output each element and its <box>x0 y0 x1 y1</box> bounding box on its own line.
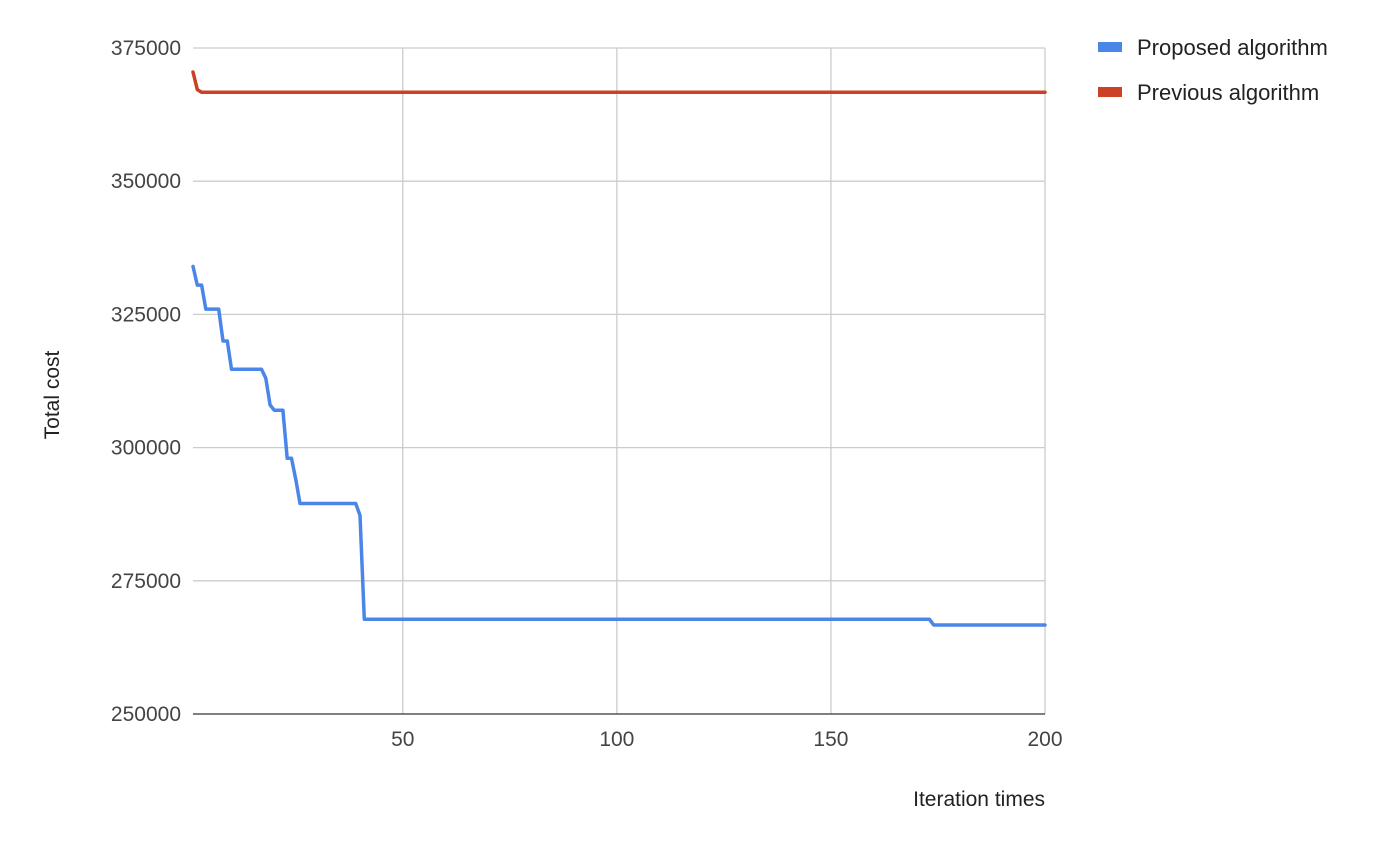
legend-label: Proposed algorithm <box>1137 35 1328 60</box>
x-tick-label: 50 <box>391 728 414 751</box>
y-tick-label: 375000 <box>111 37 181 60</box>
data-series <box>191 70 1047 627</box>
legend-swatch <box>1098 87 1122 97</box>
y-tick-label: 250000 <box>111 703 181 726</box>
y-tick-label: 325000 <box>111 303 181 326</box>
grid-lines <box>193 47 1046 714</box>
x-axis-title: Iteration times <box>913 788 1045 811</box>
tick-labels: 250000 275000 300000 325000 350000 375000 50 10… <box>111 37 1063 751</box>
x-tick-label: 100 <box>599 728 634 751</box>
x-tick-label: 150 <box>813 728 848 751</box>
y-axis-title: Total cost <box>41 350 64 439</box>
y-tick-label: 275000 <box>111 570 181 593</box>
series-line-proposed-algorithm <box>191 264 1047 627</box>
legend-swatch <box>1098 42 1122 52</box>
y-tick-label: 300000 <box>111 437 181 460</box>
y-tick-label: 350000 <box>111 170 181 193</box>
legend: Proposed algorithm Previous algorithm <box>1098 35 1328 105</box>
x-tick-label: 200 <box>1027 728 1062 751</box>
legend-label: Previous algorithm <box>1137 80 1319 105</box>
series-line-previous-algorithm <box>191 70 1047 94</box>
